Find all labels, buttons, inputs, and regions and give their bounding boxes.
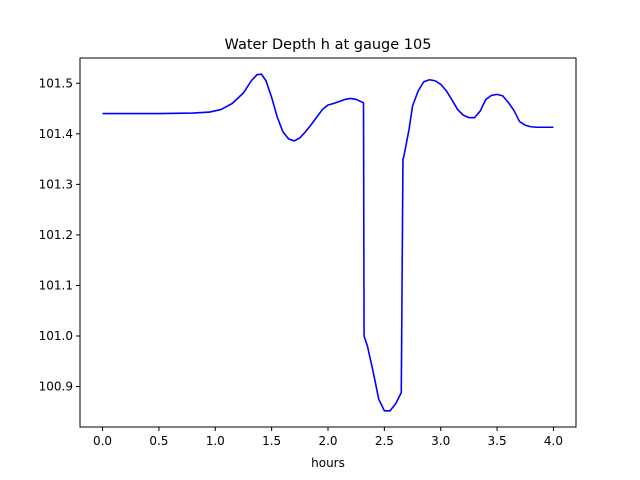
y-tick-label: 101.3: [39, 177, 73, 191]
axes-frame: [79, 57, 577, 428]
y-tick-label: 101.5: [39, 76, 73, 90]
x-tick-label: 1.5: [262, 434, 281, 448]
x-tick-label: 3.0: [431, 434, 450, 448]
x-tick-label: 2.5: [375, 434, 394, 448]
x-tick-label: 3.5: [488, 434, 507, 448]
chart-title: Water Depth h at gauge 105: [225, 37, 432, 53]
y-tick-label: 101.4: [39, 127, 73, 141]
y-tick-label: 100.9: [39, 380, 73, 394]
y-tick-label: 101.1: [39, 278, 73, 292]
series-line-0: [102, 73, 554, 412]
x-tick-label: 4.0: [544, 434, 563, 448]
plot-area: [102, 73, 554, 412]
x-axis-ticks: 0.0 0.5 1.0 1.5 2.0 2.5 3.0 3.5 4.0: [93, 427, 563, 448]
x-tick-label: 0.0: [93, 434, 112, 448]
x-tick-label: 0.5: [149, 434, 168, 448]
x-axis-label: hours: [311, 456, 345, 470]
y-tick-label: 101.0: [39, 329, 73, 343]
y-axis-ticks: 100.9 101.0 101.1 101.2 101.3 101.4 101.5: [39, 76, 80, 394]
x-tick-label: 2.0: [318, 434, 337, 448]
y-tick-label: 101.2: [39, 228, 73, 242]
x-tick-label: 1.0: [206, 434, 225, 448]
